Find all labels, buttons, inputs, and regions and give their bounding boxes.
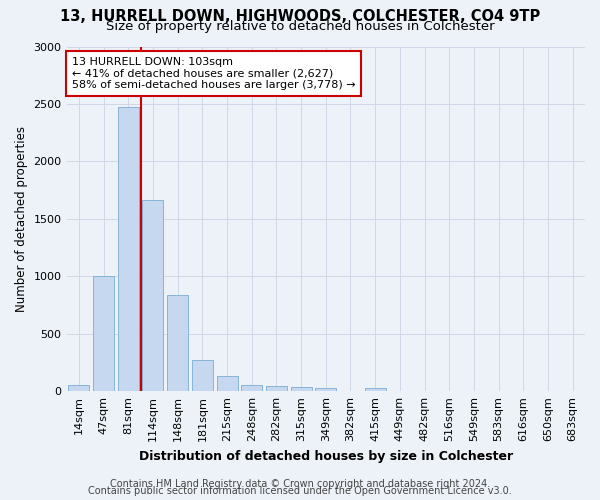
Bar	[93, 276, 114, 391]
Bar	[241, 386, 262, 391]
Text: Size of property relative to detached houses in Colchester: Size of property relative to detached ho…	[106, 20, 494, 33]
Bar	[167, 295, 188, 391]
Bar	[365, 388, 386, 391]
Bar	[68, 385, 89, 391]
Text: 13, HURRELL DOWN, HIGHWOODS, COLCHESTER, CO4 9TP: 13, HURRELL DOWN, HIGHWOODS, COLCHESTER,…	[60, 9, 540, 24]
Text: Contains HM Land Registry data © Crown copyright and database right 2024.: Contains HM Land Registry data © Crown c…	[110, 479, 490, 489]
Text: 13 HURRELL DOWN: 103sqm
← 41% of detached houses are smaller (2,627)
58% of semi: 13 HURRELL DOWN: 103sqm ← 41% of detache…	[72, 57, 355, 90]
Bar	[266, 386, 287, 391]
Bar	[192, 360, 213, 391]
Bar	[118, 108, 139, 391]
Text: Contains public sector information licensed under the Open Government Licence v3: Contains public sector information licen…	[88, 486, 512, 496]
Bar	[315, 388, 336, 391]
X-axis label: Distribution of detached houses by size in Colchester: Distribution of detached houses by size …	[139, 450, 513, 462]
Bar	[290, 386, 311, 391]
Bar	[142, 200, 163, 391]
Y-axis label: Number of detached properties: Number of detached properties	[15, 126, 28, 312]
Bar	[217, 376, 238, 391]
